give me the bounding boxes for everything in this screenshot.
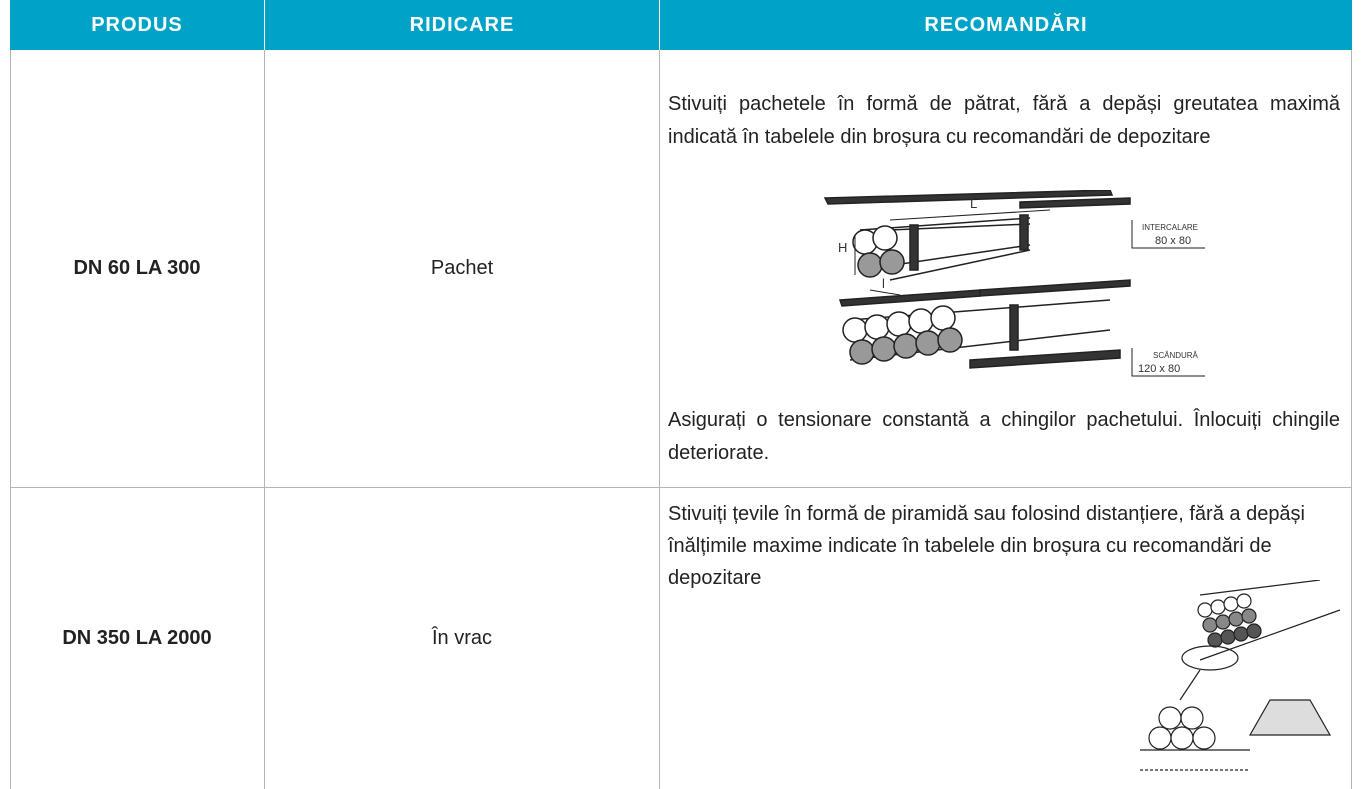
lifting: În vrac [431, 627, 493, 649]
header-cell: PRODUS [10, 0, 264, 50]
bundle-illustration: L H l INTERCALARE 80 x 80 SCÂNDURĂ 120 x… [823, 190, 1205, 377]
paragraph: Stivuiți țevile în formă de piramidă sau… [668, 503, 1306, 589]
border [264, 50, 265, 789]
paragraph: Asigurați o tensionare constantă a ching… [668, 409, 1340, 464]
border [10, 487, 1352, 488]
figure-label: L [970, 196, 977, 211]
lifting: Pachet [430, 257, 494, 279]
pyramid-illustration [1140, 580, 1341, 771]
product: DN 350 LA 2000 [62, 627, 212, 649]
border [10, 50, 11, 789]
border [659, 50, 660, 789]
header-cell: RIDICARE [265, 0, 659, 50]
border [1351, 50, 1352, 789]
figure-label: INTERCALARE [1142, 223, 1198, 232]
figure-label: 80 x 80 [1155, 235, 1191, 247]
figure-label: SCÂNDURĂ [1153, 351, 1199, 360]
header-cell: RECOMANDĂRI [660, 0, 1352, 50]
product: DN 60 LA 300 [73, 257, 201, 279]
figure-label: l [882, 276, 885, 291]
figure-label: 120 x 80 [1138, 363, 1180, 375]
figure-label: H [838, 240, 847, 255]
paragraph: Stivuiți pachetele în formă de pătrat, f… [668, 93, 1340, 148]
